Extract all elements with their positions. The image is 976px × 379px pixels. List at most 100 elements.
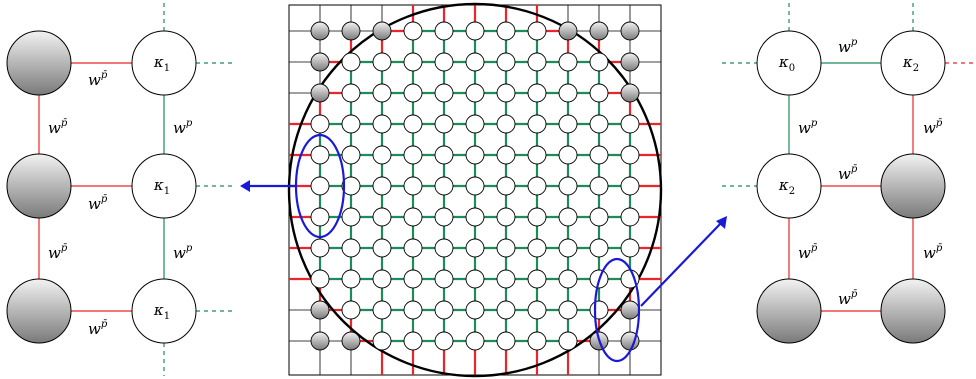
weight-label: wp̄ — [48, 243, 68, 262]
interior-node — [756, 30, 822, 96]
lattice-node — [527, 269, 547, 289]
lattice-node — [558, 331, 578, 351]
left-zoom-panel: κ1 κ1 κ1 wp̄ wp̄ wp̄ wp̄ wp̄ wp wp — [6, 3, 232, 376]
lattice-node — [465, 331, 485, 351]
lattice-node — [496, 331, 516, 351]
lattice-node — [434, 331, 454, 351]
lattice-node — [372, 238, 392, 258]
interior-node — [756, 153, 822, 219]
boundary-node — [880, 153, 946, 219]
lattice-node — [434, 21, 454, 41]
lattice-node — [465, 207, 485, 227]
lattice-node — [434, 145, 454, 165]
lattice-node — [465, 269, 485, 289]
lattice-node — [434, 176, 454, 196]
highlight-ellipse-right — [593, 257, 641, 363]
lattice-node — [465, 145, 485, 165]
boundary-node — [341, 331, 361, 351]
lattice-node — [434, 52, 454, 72]
lattice-node — [434, 269, 454, 289]
lattice-node — [465, 176, 485, 196]
lattice-node — [589, 207, 609, 227]
lattice-node — [589, 238, 609, 258]
lattice-node — [403, 114, 423, 134]
lattice-node — [341, 52, 361, 72]
lattice-node — [527, 176, 547, 196]
interior-node — [131, 30, 197, 96]
kappa-label: κ1 — [153, 301, 170, 322]
interior-node — [880, 30, 946, 96]
lattice-node — [403, 300, 423, 320]
lattice-node — [589, 300, 609, 320]
kappa-label: κ0 — [778, 53, 795, 74]
lattice-node — [558, 145, 578, 165]
lattice-node — [372, 145, 392, 165]
lattice-node — [496, 269, 516, 289]
lattice-node — [620, 238, 640, 258]
lattice-node — [372, 83, 392, 103]
interior-node — [131, 278, 197, 344]
lattice-node — [434, 83, 454, 103]
weight-label: wp̄ — [48, 118, 68, 137]
lattice-node — [589, 52, 609, 72]
lattice-node — [527, 83, 547, 103]
arrow-up-right-icon — [716, 216, 727, 229]
lattice-node — [372, 114, 392, 134]
weight-label: wp — [838, 37, 858, 56]
boundary-node — [558, 21, 578, 41]
lattice-node — [589, 114, 609, 134]
right-zoom-panel: κ0 κ2 κ2 wp wp wp̄ wp̄ wp̄ wp̄ wp̄ — [722, 3, 976, 344]
weight-label: wp̄ — [798, 243, 818, 262]
lattice-node — [372, 269, 392, 289]
lattice-node — [527, 114, 547, 134]
lattice-node — [403, 83, 423, 103]
lattice-node — [465, 238, 485, 258]
lattice-node — [434, 207, 454, 227]
lattice-node — [620, 145, 640, 165]
boundary-node — [341, 21, 361, 41]
lattice-node — [620, 176, 640, 196]
lattice-node — [527, 238, 547, 258]
lattice-node — [341, 207, 361, 227]
lattice-node — [403, 207, 423, 227]
boundary-node — [6, 278, 72, 344]
boundary-node — [589, 21, 609, 41]
lattice-node — [341, 238, 361, 258]
boundary-node — [310, 21, 330, 41]
weight-label: wp — [173, 118, 193, 137]
weight-label: wp — [798, 118, 818, 137]
lattice-node — [372, 331, 392, 351]
lattice-node — [310, 238, 330, 258]
lattice-node — [496, 52, 516, 72]
lattice-node — [465, 300, 485, 320]
lattice-node — [403, 145, 423, 165]
lattice-node — [589, 145, 609, 165]
lattice-node — [589, 176, 609, 196]
lattice-node — [372, 207, 392, 227]
lattice-node — [496, 176, 516, 196]
weight-label: wp̄ — [838, 289, 858, 308]
lattice-node — [310, 176, 330, 196]
lattice-node — [434, 114, 454, 134]
lattice-node — [620, 114, 640, 134]
lattice-node — [496, 145, 516, 165]
boundary-node — [756, 278, 822, 344]
lattice-node — [403, 52, 423, 72]
boundary-node — [310, 52, 330, 72]
domain-circle — [287, 2, 663, 378]
lattice-node — [527, 207, 547, 227]
lattice-node — [465, 114, 485, 134]
lattice-node — [527, 52, 547, 72]
lattice-node — [496, 21, 516, 41]
lattice-node — [496, 238, 516, 258]
weight-label: wp̄ — [923, 118, 943, 137]
lattice-node — [558, 114, 578, 134]
boundary-node — [620, 52, 640, 72]
kappa-label: κ2 — [778, 176, 795, 197]
weight-label: wp̄ — [838, 164, 858, 183]
lattice-node — [403, 176, 423, 196]
boundary-node — [310, 300, 330, 320]
boundary-node — [620, 83, 640, 103]
lattice-node — [403, 21, 423, 41]
